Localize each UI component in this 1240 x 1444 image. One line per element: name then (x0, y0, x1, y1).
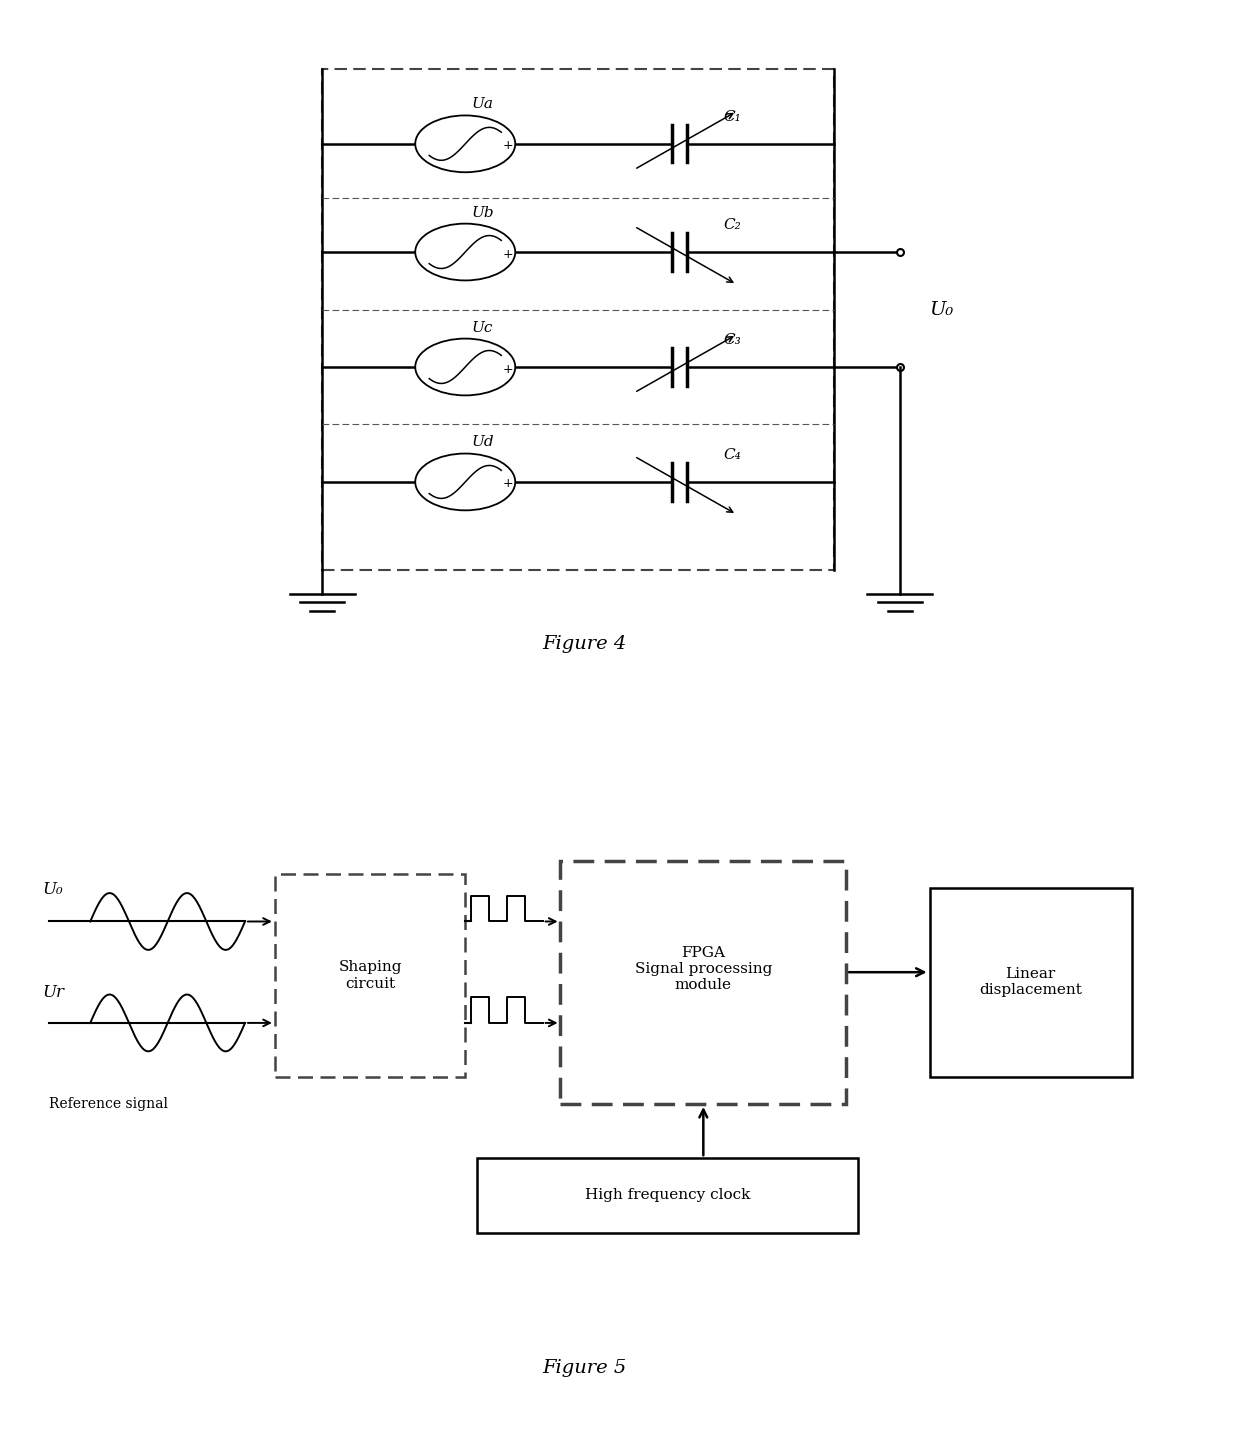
Text: U₀: U₀ (930, 300, 954, 319)
Bar (560, 861, 846, 1105)
Text: C₁: C₁ (724, 110, 742, 124)
Text: High frequency clock: High frequency clock (585, 1188, 750, 1203)
Text: -: - (404, 477, 409, 491)
Text: Figure 5: Figure 5 (542, 1359, 626, 1376)
Bar (275, 874, 465, 1077)
Bar (477, 1158, 858, 1233)
Text: C₃: C₃ (724, 332, 742, 347)
Text: Figure 4: Figure 4 (542, 635, 626, 653)
Text: +: + (502, 478, 513, 491)
Text: C₂: C₂ (724, 218, 742, 231)
Text: Ua: Ua (471, 97, 494, 111)
Text: Ur: Ur (42, 983, 64, 1001)
Text: U₀: U₀ (42, 881, 63, 898)
Text: -: - (404, 362, 409, 375)
Bar (930, 888, 1132, 1077)
Text: C₄: C₄ (724, 448, 742, 462)
Text: +: + (502, 362, 513, 375)
Text: Shaping
circuit: Shaping circuit (339, 960, 402, 991)
Bar (322, 69, 835, 570)
Text: Uc: Uc (471, 321, 492, 335)
Text: Linear
displacement: Linear displacement (980, 967, 1083, 998)
Text: FPGA
Signal processing
module: FPGA Signal processing module (635, 946, 773, 992)
Text: -: - (404, 247, 409, 261)
Text: +: + (502, 140, 513, 153)
Text: +: + (502, 247, 513, 260)
Text: -: - (404, 139, 409, 153)
Text: Ub: Ub (471, 205, 494, 219)
Text: Ud: Ud (471, 436, 494, 449)
Text: Reference signal: Reference signal (48, 1097, 167, 1110)
